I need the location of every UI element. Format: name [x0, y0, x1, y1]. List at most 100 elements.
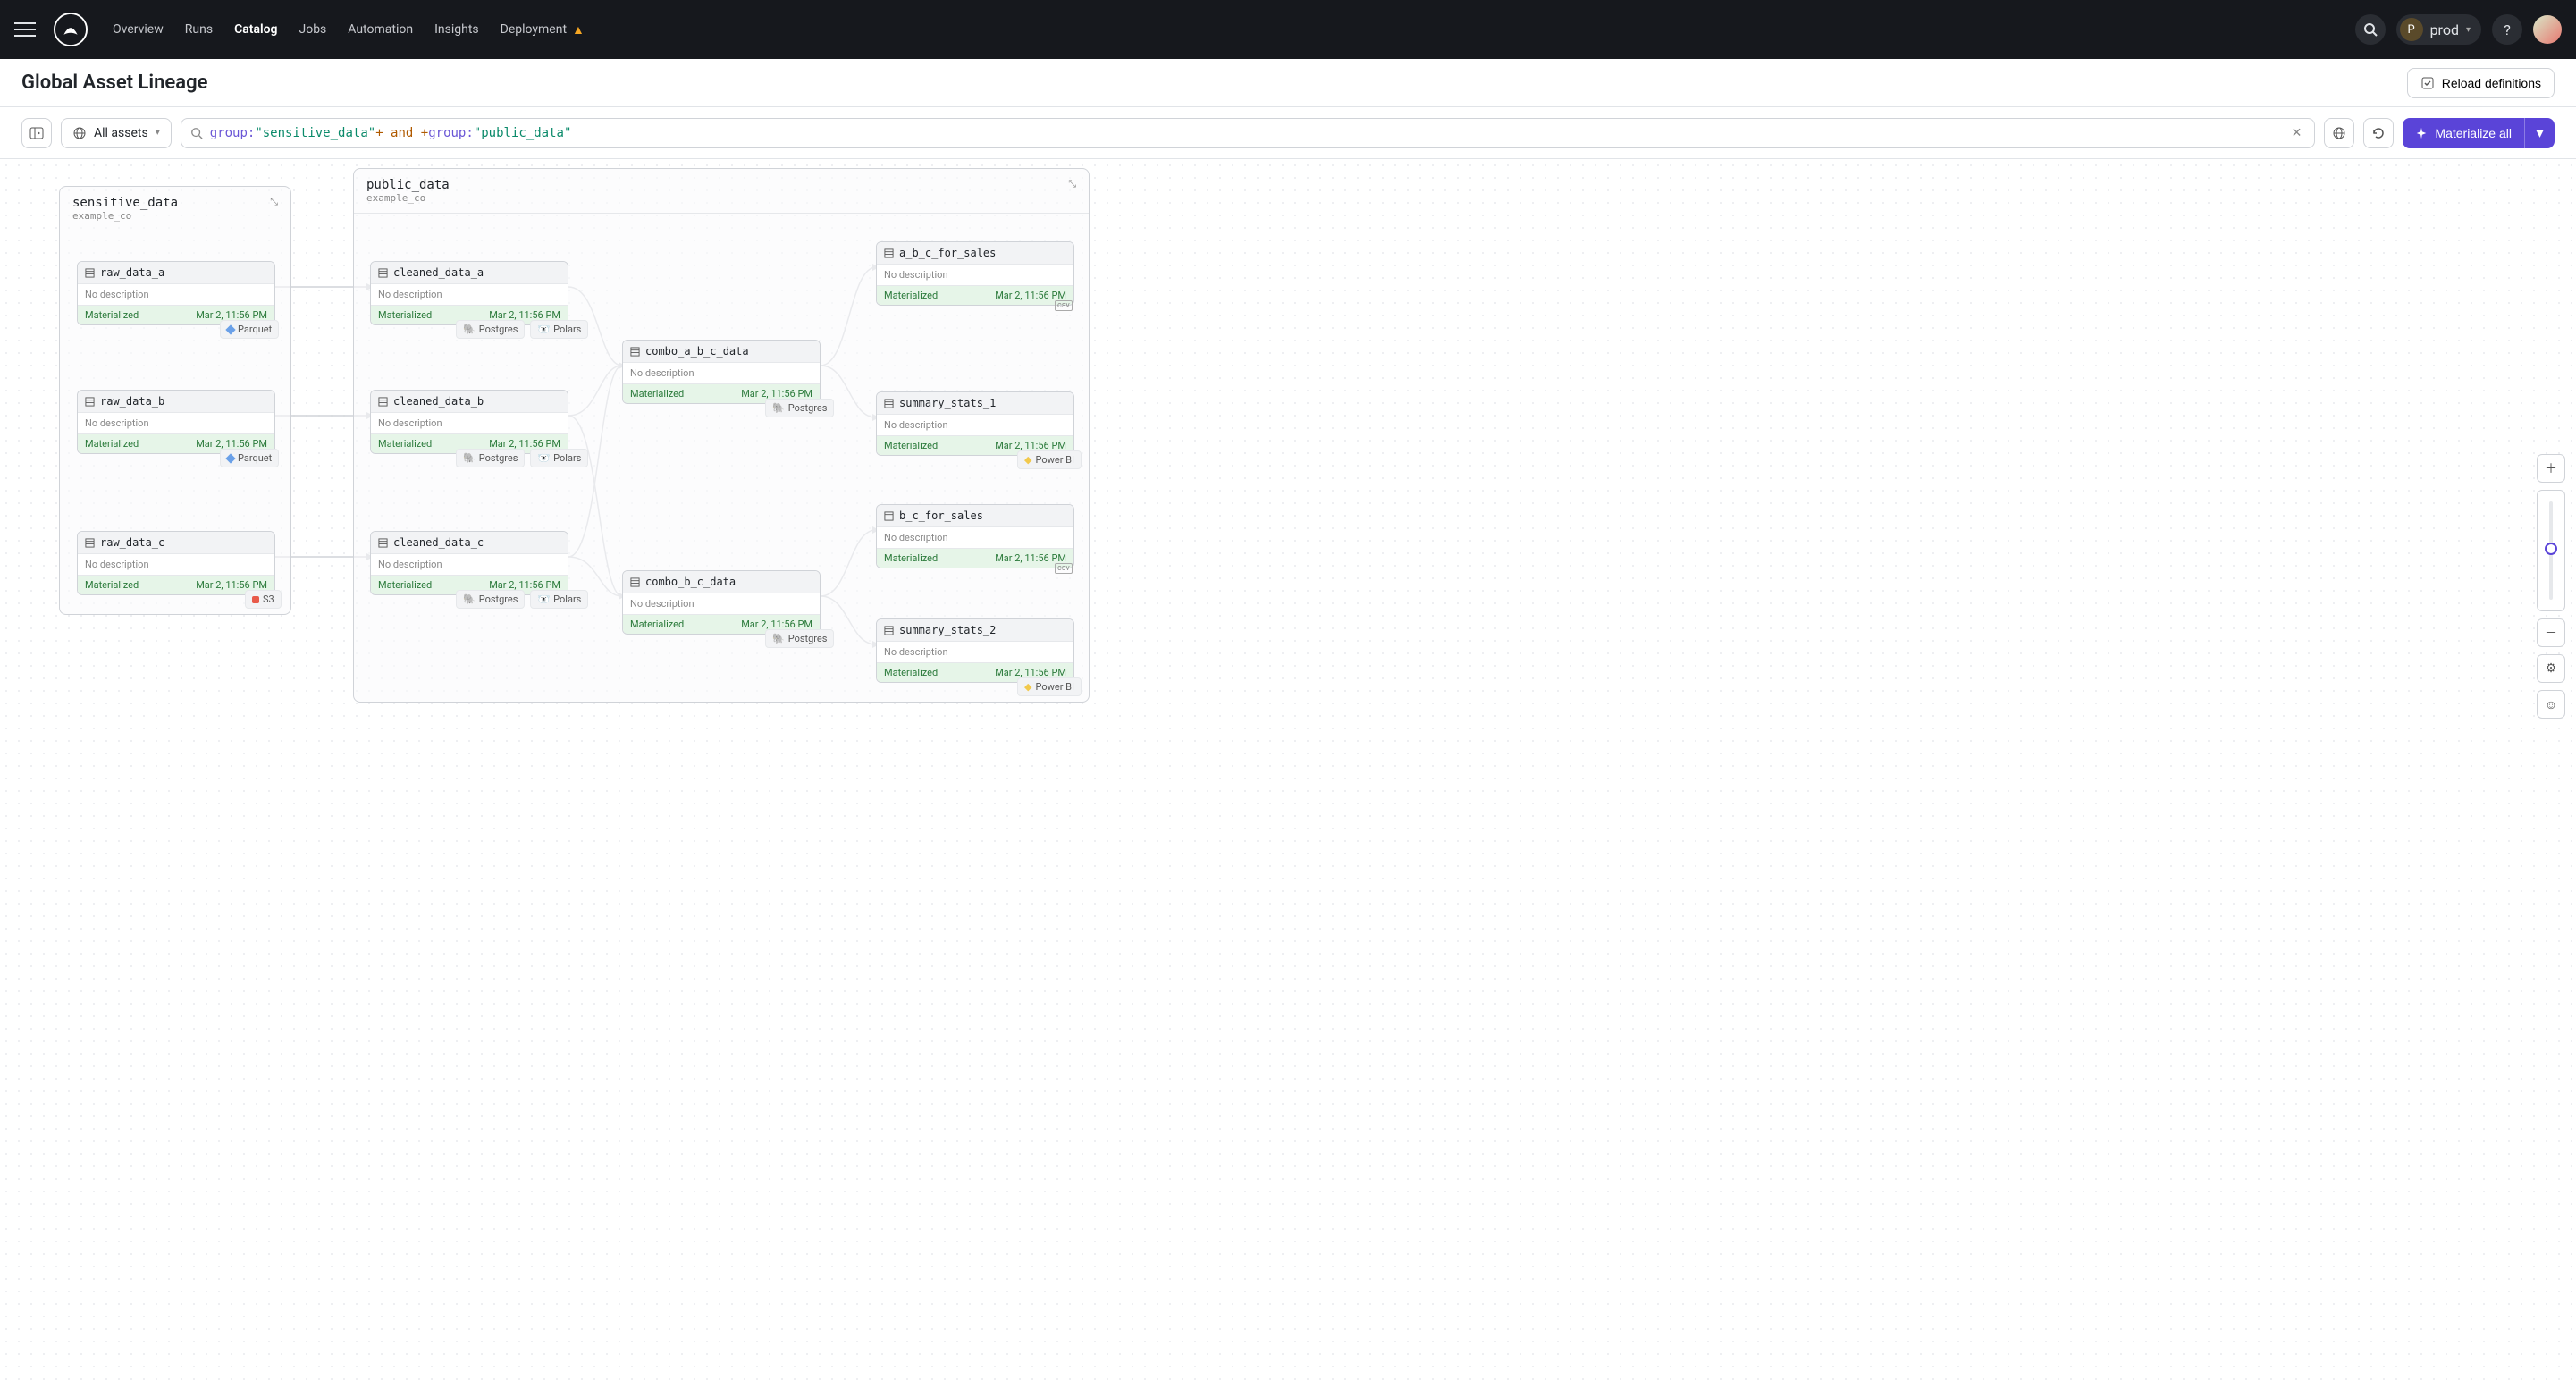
- asset-status: Materialized: [85, 579, 139, 591]
- tag-postgres: 🐘Postgres: [765, 399, 834, 417]
- reload-icon: [2420, 76, 2435, 90]
- asset-node[interactable]: summary_stats_1 No description Materiali…: [876, 391, 1074, 456]
- env-name: prod: [2430, 21, 2459, 38]
- nav-overview[interactable]: Overview: [113, 22, 164, 38]
- chevron-down-icon: ▾: [2466, 25, 2471, 35]
- lineage-canvas[interactable]: sensitive_data example_co ⤡ public_data …: [0, 159, 2576, 1380]
- asset-filter-dropdown[interactable]: All assets ▾: [61, 118, 172, 148]
- nav-links: Overview Runs Catalog Jobs Automation In…: [113, 22, 585, 38]
- tag-parquet: Parquet: [220, 320, 279, 339]
- settings-icon[interactable]: ⚙: [2537, 654, 2565, 683]
- table-icon: [884, 399, 894, 408]
- help-icon[interactable]: ?: [2492, 14, 2522, 45]
- group-sub: example_co: [366, 192, 450, 204]
- reload-definitions-button[interactable]: Reload definitions: [2407, 68, 2555, 98]
- tag-s3: S3: [245, 590, 282, 609]
- env-selector[interactable]: P prod ▾: [2396, 14, 2481, 45]
- asset-status: Materialized: [85, 438, 139, 450]
- asset-name: cleaned_data_a: [393, 266, 484, 279]
- nav-jobs[interactable]: Jobs: [299, 22, 326, 38]
- zoom-in-button[interactable]: ＋: [2537, 454, 2565, 483]
- table-icon: [884, 511, 894, 521]
- tag-polars: 🐻‍❄️Polars: [530, 590, 588, 609]
- asset-status: Materialized: [884, 290, 938, 301]
- asset-node[interactable]: cleaned_data_b No description Materializ…: [370, 390, 568, 454]
- asset-status: Materialized: [884, 552, 938, 564]
- page-title: Global Asset Lineage: [21, 72, 207, 94]
- tag-postgres: 🐘Postgres: [456, 449, 525, 467]
- table-icon: [378, 268, 388, 278]
- tag-postgres: 🐘Postgres: [765, 629, 834, 648]
- zoom-thumb[interactable]: [2545, 543, 2557, 555]
- tag-postgres: 🐘Postgres: [456, 590, 525, 609]
- search-icon: [190, 127, 203, 139]
- search-icon[interactable]: [2355, 14, 2386, 45]
- tag-parquet: Parquet: [220, 449, 279, 467]
- asset-node[interactable]: b_c_for_sales No description Materialize…: [876, 504, 1074, 568]
- table-icon: [884, 248, 894, 258]
- zoom-slider[interactable]: [2537, 490, 2565, 611]
- asset-node[interactable]: cleaned_data_a No description Materializ…: [370, 261, 568, 325]
- asset-status: Materialized: [630, 618, 684, 630]
- clear-search-button[interactable]: ✕: [2288, 126, 2306, 140]
- nav-runs[interactable]: Runs: [185, 22, 213, 38]
- asset-node[interactable]: raw_data_b No description MaterializedMa…: [77, 390, 275, 454]
- collapse-icon[interactable]: ⤡: [270, 196, 278, 208]
- asset-node[interactable]: raw_data_c No description MaterializedMa…: [77, 531, 275, 595]
- tag-postgres: 🐘Postgres: [456, 320, 525, 339]
- search-input[interactable]: group:"sensitive_data"+ and +group:"publ…: [181, 118, 2316, 148]
- table-icon: [630, 347, 640, 357]
- collapse-icon[interactable]: ⤡: [1068, 178, 1076, 190]
- asset-desc: No description: [78, 554, 274, 576]
- asset-node[interactable]: summary_stats_2 No description Materiali…: [876, 618, 1074, 683]
- csv-icon: csv: [1055, 563, 1073, 574]
- sparkle-icon: [2415, 127, 2428, 139]
- asset-node[interactable]: combo_b_c_data No description Materializ…: [622, 570, 821, 635]
- asset-name: a_b_c_for_sales: [899, 247, 996, 259]
- search-query: group:"sensitive_data"+ and +group:"publ…: [210, 126, 2281, 140]
- asset-status: Materialized: [378, 438, 432, 450]
- zoom-out-button[interactable]: －: [2537, 618, 2565, 647]
- asset-node[interactable]: a_b_c_for_sales No description Materiali…: [876, 241, 1074, 306]
- asset-desc: No description: [371, 413, 568, 434]
- materialize-all-button[interactable]: Materialize all: [2403, 118, 2524, 148]
- asset-desc: No description: [371, 554, 568, 576]
- user-icon[interactable]: ☺: [2537, 690, 2565, 719]
- nav-automation[interactable]: Automation: [348, 22, 413, 38]
- refresh-button[interactable]: [2363, 118, 2394, 148]
- tag-powerbi: ◆Power BI: [1017, 450, 1082, 469]
- toolbar: All assets ▾ group:"sensitive_data"+ and…: [0, 107, 2576, 159]
- asset-desc: No description: [623, 593, 820, 615]
- nav-insights[interactable]: Insights: [434, 22, 479, 38]
- table-icon: [378, 538, 388, 548]
- group-sub: example_co: [72, 210, 178, 222]
- asset-node[interactable]: combo_a_b_c_data No description Material…: [622, 340, 821, 404]
- asset-status: Materialized: [378, 309, 432, 321]
- sidebar-toggle-button[interactable]: [21, 118, 52, 148]
- asset-name: raw_data_a: [100, 266, 164, 279]
- asset-desc: No description: [877, 527, 1073, 549]
- asset-desc: No description: [371, 284, 568, 306]
- globe-icon: [72, 126, 87, 140]
- tag-polars: 🐻‍❄️Polars: [530, 320, 588, 339]
- asset-name: cleaned_data_b: [393, 395, 484, 408]
- asset-node[interactable]: raw_data_a No description MaterializedMa…: [77, 261, 275, 325]
- chevron-down-icon: ▾: [156, 128, 160, 138]
- asset-node[interactable]: cleaned_data_c No description Materializ…: [370, 531, 568, 595]
- table-icon: [85, 538, 95, 548]
- nav-deployment[interactable]: Deployment: [501, 22, 567, 37]
- materialize-dropdown[interactable]: ▾: [2524, 118, 2555, 148]
- asset-status: Materialized: [378, 579, 432, 591]
- asset-name: raw_data_c: [100, 536, 164, 549]
- globe-button[interactable]: [2324, 118, 2354, 148]
- logo[interactable]: [54, 13, 88, 46]
- env-badge: P: [2400, 18, 2423, 41]
- menu-icon[interactable]: [14, 19, 36, 40]
- asset-status: Materialized: [884, 440, 938, 451]
- nav-catalog[interactable]: Catalog: [234, 22, 277, 38]
- asset-status: Materialized: [630, 388, 684, 400]
- asset-status: Materialized: [884, 667, 938, 678]
- asset-name: raw_data_b: [100, 395, 164, 408]
- asset-filter-label: All assets: [94, 126, 148, 140]
- avatar[interactable]: [2533, 15, 2562, 44]
